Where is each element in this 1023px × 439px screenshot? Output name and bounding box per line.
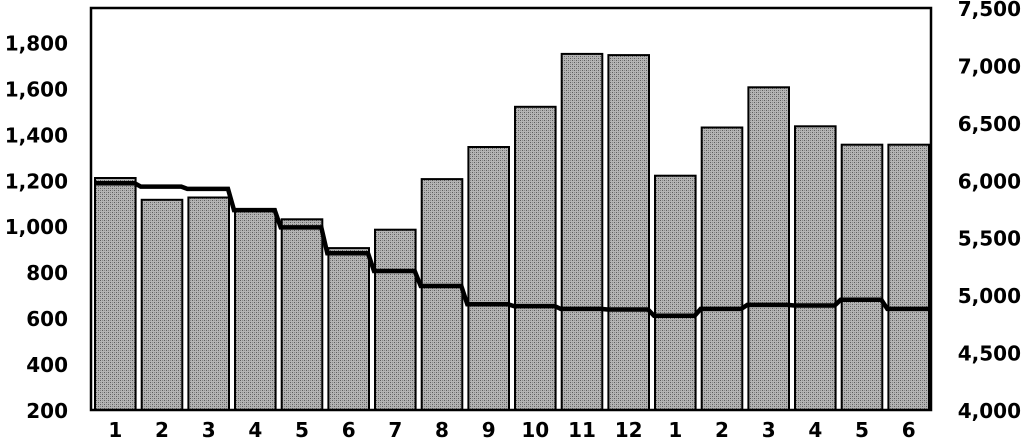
x-tick-label: 5 <box>855 418 869 439</box>
right-tick-label: 6,500 <box>958 112 1021 136</box>
left-tick-label: 1,000 <box>5 215 68 239</box>
x-tick-label: 2 <box>715 418 729 439</box>
bar <box>654 174 697 411</box>
x-tick-label: 3 <box>762 418 776 439</box>
bar <box>187 196 230 411</box>
right-tick-label: 7,500 <box>958 0 1021 21</box>
right-tick-label: 6,000 <box>958 169 1021 193</box>
bar <box>327 247 370 411</box>
left-tick-label: 400 <box>26 353 68 377</box>
x-tick-label: 4 <box>808 418 822 439</box>
left-tick-label: 1,600 <box>5 77 68 101</box>
right-tick-label: 5,000 <box>958 284 1021 308</box>
right-tick-label: 7,000 <box>958 54 1021 78</box>
x-tick-label: 7 <box>388 418 402 439</box>
x-tick-label: 2 <box>155 418 169 439</box>
left-tick-label: 800 <box>26 261 68 285</box>
x-tick-label: 5 <box>295 418 309 439</box>
x-tick-label: 12 <box>615 418 643 439</box>
left-tick-label: 600 <box>26 307 68 331</box>
x-tick-label: 1 <box>108 418 122 439</box>
x-tick-label: 6 <box>342 418 356 439</box>
x-tick-label: 11 <box>568 418 596 439</box>
x-axis: 1 2 3 4 5 6 7 8 9 10 11 12 1 2 3 4 5 6 <box>108 418 915 439</box>
bar <box>747 86 791 412</box>
bar <box>700 126 744 411</box>
x-tick-label: 4 <box>248 418 262 439</box>
left-tick-label: 1,400 <box>5 123 68 147</box>
bar <box>887 143 931 411</box>
x-tick-label: 9 <box>482 418 496 439</box>
x-tick-label: 10 <box>521 418 549 439</box>
step-line-series <box>94 180 928 319</box>
bar <box>280 218 324 411</box>
plot-frame <box>89 6 933 412</box>
step-line <box>94 180 928 319</box>
x-tick-label: 3 <box>202 418 216 439</box>
x-tick-label: 8 <box>435 418 449 439</box>
left-tick-label: 200 <box>26 399 68 423</box>
bar <box>794 125 837 412</box>
right-tick-label: 4,500 <box>958 342 1021 366</box>
bar <box>420 178 464 411</box>
x-tick-label: 1 <box>668 418 682 439</box>
right-tick-label: 4,000 <box>958 399 1021 423</box>
left-tick-label: 1,800 <box>5 32 68 56</box>
bar <box>467 146 510 411</box>
bar <box>234 208 277 411</box>
bar-series <box>94 52 931 412</box>
right-tick-label: 5,500 <box>958 227 1021 251</box>
bar <box>94 177 137 411</box>
bar <box>560 52 604 412</box>
right-axis: 4,000 4,500 5,000 5,500 6,000 6,500 7,000 7,500 <box>958 0 1021 423</box>
x-tick-label: 6 <box>902 418 916 439</box>
bar <box>514 105 557 412</box>
bar <box>607 54 651 411</box>
left-tick-label: 1,200 <box>5 169 68 193</box>
bar <box>140 198 184 411</box>
bar <box>840 143 884 411</box>
bar <box>374 228 417 411</box>
left-axis: 200 400 600 800 1,000 1,200 1,400 1,600 1,800 <box>5 32 68 424</box>
